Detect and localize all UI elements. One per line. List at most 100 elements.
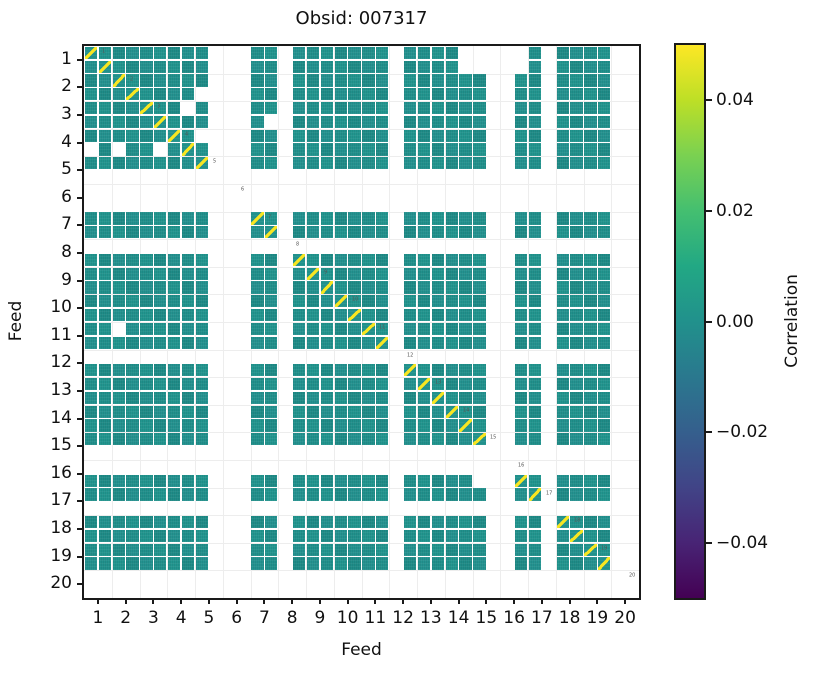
heatmap-cell <box>376 419 389 432</box>
heatmap-cell <box>112 309 125 322</box>
heatmap-cell <box>112 46 125 59</box>
heatmap-cell <box>320 60 333 73</box>
heatmap-cell <box>251 336 264 349</box>
x-tick-mark <box>540 598 543 604</box>
heatmap-cell <box>431 74 444 87</box>
heatmap-cell <box>514 115 528 128</box>
heatmap-cell <box>112 88 125 101</box>
heatmap-cell <box>251 391 264 404</box>
heatmap-cell <box>598 102 611 115</box>
heatmap-cell <box>445 474 458 487</box>
heatmap-cell <box>334 516 347 529</box>
heatmap-cell <box>598 129 611 142</box>
heatmap-cell <box>431 267 444 280</box>
heatmap-cell <box>403 143 417 156</box>
heatmap-cell <box>514 309 528 322</box>
heatmap-cell <box>570 74 583 87</box>
y-tick-label: 5 <box>61 159 72 180</box>
heatmap-cell <box>584 419 597 432</box>
y-tick-mark <box>77 169 84 172</box>
heatmap-cell <box>445 378 458 391</box>
heatmap-cell <box>570 391 583 404</box>
heatmap-cell <box>126 378 139 391</box>
heatmap-cell <box>431 405 444 418</box>
heatmap-cell <box>417 488 431 501</box>
heatmap-cell <box>403 60 417 73</box>
x-axis-label: Feed <box>341 640 382 660</box>
heatmap-cell <box>334 129 347 142</box>
heatmap-cell <box>181 488 195 501</box>
heatmap-cell <box>376 391 389 404</box>
heatmap-cell <box>514 295 528 308</box>
heatmap-cell <box>431 557 444 570</box>
heatmap-cell <box>556 88 569 101</box>
heatmap-cell <box>570 226 583 239</box>
x-tick-mark <box>596 598 599 604</box>
heatmap-cell-diagonal <box>112 74 125 87</box>
heatmap-cell <box>334 405 347 418</box>
heatmap-cell <box>362 433 375 446</box>
heatmap-cell <box>181 516 195 529</box>
x-tick-label: 5 <box>203 608 215 628</box>
heatmap-cell <box>195 419 209 432</box>
heatmap-cell <box>320 309 333 322</box>
heatmap-cell <box>181 309 195 322</box>
heatmap-cell <box>251 543 264 556</box>
feed-gridline-vertical <box>528 46 529 598</box>
heatmap-cell <box>431 309 444 322</box>
heatmap-cell <box>514 129 528 142</box>
heatmap-cell <box>168 102 181 115</box>
heatmap-cell <box>154 157 167 170</box>
heatmap-cell <box>84 557 98 570</box>
heatmap-cell <box>265 391 278 404</box>
feed-annotation: 1 <box>101 48 106 54</box>
heatmap-cell <box>292 157 306 170</box>
heatmap-cell <box>473 309 486 322</box>
heatmap-cell <box>584 529 597 542</box>
heatmap-cell <box>570 364 583 377</box>
heatmap-cell <box>528 60 542 73</box>
heatmap-cell <box>112 391 125 404</box>
heatmap-cell <box>292 529 306 542</box>
heatmap-cell <box>195 267 209 280</box>
heatmap-cell <box>334 60 347 73</box>
heatmap-cell <box>292 557 306 570</box>
heatmap-cell <box>265 102 278 115</box>
heatmap-cell <box>306 115 320 128</box>
heatmap-cell <box>195 529 209 542</box>
heatmap-cell <box>403 212 417 225</box>
heatmap-cell <box>473 74 486 87</box>
heatmap-cell <box>98 143 111 156</box>
heatmap-cell <box>362 102 375 115</box>
heatmap-cell <box>334 336 347 349</box>
heatmap-cell <box>98 336 111 349</box>
heatmap-cell <box>251 143 264 156</box>
heatmap-cell <box>140 281 153 294</box>
heatmap-cell <box>195 543 209 556</box>
heatmap-cell <box>570 405 583 418</box>
heatmap-cell <box>376 60 389 73</box>
x-tick-mark <box>568 598 571 604</box>
colorbar-label: Correlation <box>782 274 802 368</box>
heatmap-cell <box>98 102 111 115</box>
heatmap-cell <box>140 267 153 280</box>
heatmap-cell <box>84 364 98 377</box>
heatmap-cell <box>584 115 597 128</box>
heatmap-cell <box>570 488 583 501</box>
heatmap-cell <box>84 129 98 142</box>
heatmap-cell <box>292 46 306 59</box>
y-tick-label: 10 <box>50 297 72 318</box>
heatmap-cell <box>181 267 195 280</box>
heatmap-cell <box>556 433 569 446</box>
heatmap-cell <box>598 405 611 418</box>
heatmap-cell <box>112 115 125 128</box>
heatmap-cell <box>362 336 375 349</box>
heatmap-cell <box>98 543 111 556</box>
heatmap-cell <box>431 543 444 556</box>
heatmap-cell <box>348 267 361 280</box>
heatmap-cell <box>528 295 542 308</box>
heatmap-cell <box>126 74 139 87</box>
heatmap-cell <box>84 102 98 115</box>
heatmap-cell <box>376 322 389 335</box>
heatmap-cell <box>126 405 139 418</box>
